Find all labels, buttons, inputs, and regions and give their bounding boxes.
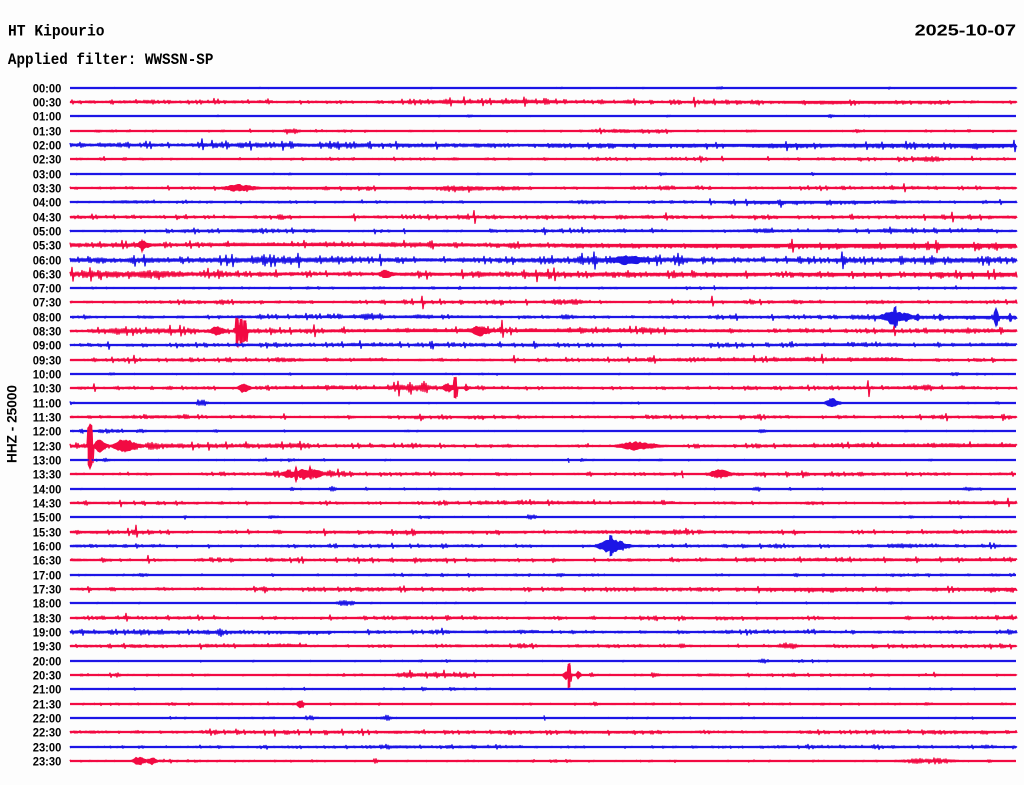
svg-text:22:30: 22:30: [33, 726, 62, 740]
svg-text:HT Kipourio: HT Kipourio: [8, 22, 105, 40]
svg-text:09:30: 09:30: [33, 354, 62, 368]
svg-text:2025-10-07: 2025-10-07: [915, 22, 1017, 39]
svg-text:05:30: 05:30: [33, 239, 62, 253]
svg-text:Applied filter: WWSSN-SP: Applied filter: WWSSN-SP: [8, 51, 214, 69]
svg-text:07:30: 07:30: [33, 296, 62, 310]
svg-text:17:30: 17:30: [33, 583, 62, 597]
svg-text:01:00: 01:00: [33, 110, 62, 124]
svg-text:08:00: 08:00: [33, 311, 62, 325]
svg-text:03:30: 03:30: [33, 182, 62, 196]
svg-text:23:00: 23:00: [33, 741, 62, 755]
svg-text:13:00: 13:00: [33, 454, 62, 468]
svg-text:20:00: 20:00: [33, 655, 62, 669]
svg-text:06:00: 06:00: [33, 254, 62, 268]
svg-text:14:00: 14:00: [33, 483, 62, 497]
svg-text:02:00: 02:00: [33, 139, 62, 153]
svg-text:00:00: 00:00: [33, 82, 62, 96]
svg-text:10:00: 10:00: [33, 368, 62, 382]
svg-text:03:00: 03:00: [33, 168, 62, 182]
svg-text:18:00: 18:00: [33, 597, 62, 611]
svg-text:04:00: 04:00: [33, 196, 62, 210]
svg-text:10:30: 10:30: [33, 382, 62, 396]
svg-text:19:30: 19:30: [33, 640, 62, 654]
svg-text:21:30: 21:30: [33, 698, 62, 712]
svg-text:16:30: 16:30: [33, 554, 62, 568]
svg-text:14:30: 14:30: [33, 497, 62, 511]
svg-text:06:30: 06:30: [33, 268, 62, 282]
svg-text:15:30: 15:30: [33, 526, 62, 540]
svg-text:23:30: 23:30: [33, 755, 62, 769]
svg-text:12:00: 12:00: [33, 425, 62, 439]
svg-text:04:30: 04:30: [33, 211, 62, 225]
svg-text:16:00: 16:00: [33, 540, 62, 554]
svg-text:08:30: 08:30: [33, 325, 62, 339]
svg-text:22:00: 22:00: [33, 712, 62, 726]
svg-text:09:00: 09:00: [33, 339, 62, 353]
svg-text:18:30: 18:30: [33, 612, 62, 626]
svg-text:13:30: 13:30: [33, 468, 62, 482]
svg-text:20:30: 20:30: [33, 669, 62, 683]
svg-text:11:30: 11:30: [33, 411, 62, 425]
svg-text:07:00: 07:00: [33, 282, 62, 296]
svg-text:12:30: 12:30: [33, 440, 62, 454]
svg-text:05:00: 05:00: [33, 225, 62, 239]
svg-text:02:30: 02:30: [33, 153, 62, 167]
svg-text:HHZ - 25000: HHZ - 25000: [4, 385, 19, 463]
svg-text:00:30: 00:30: [33, 96, 62, 110]
svg-text:15:00: 15:00: [33, 511, 62, 525]
svg-text:17:00: 17:00: [33, 569, 62, 583]
svg-text:19:00: 19:00: [33, 626, 62, 640]
svg-text:21:00: 21:00: [33, 683, 62, 697]
svg-text:01:30: 01:30: [33, 125, 62, 139]
svg-text:11:00: 11:00: [33, 397, 62, 411]
